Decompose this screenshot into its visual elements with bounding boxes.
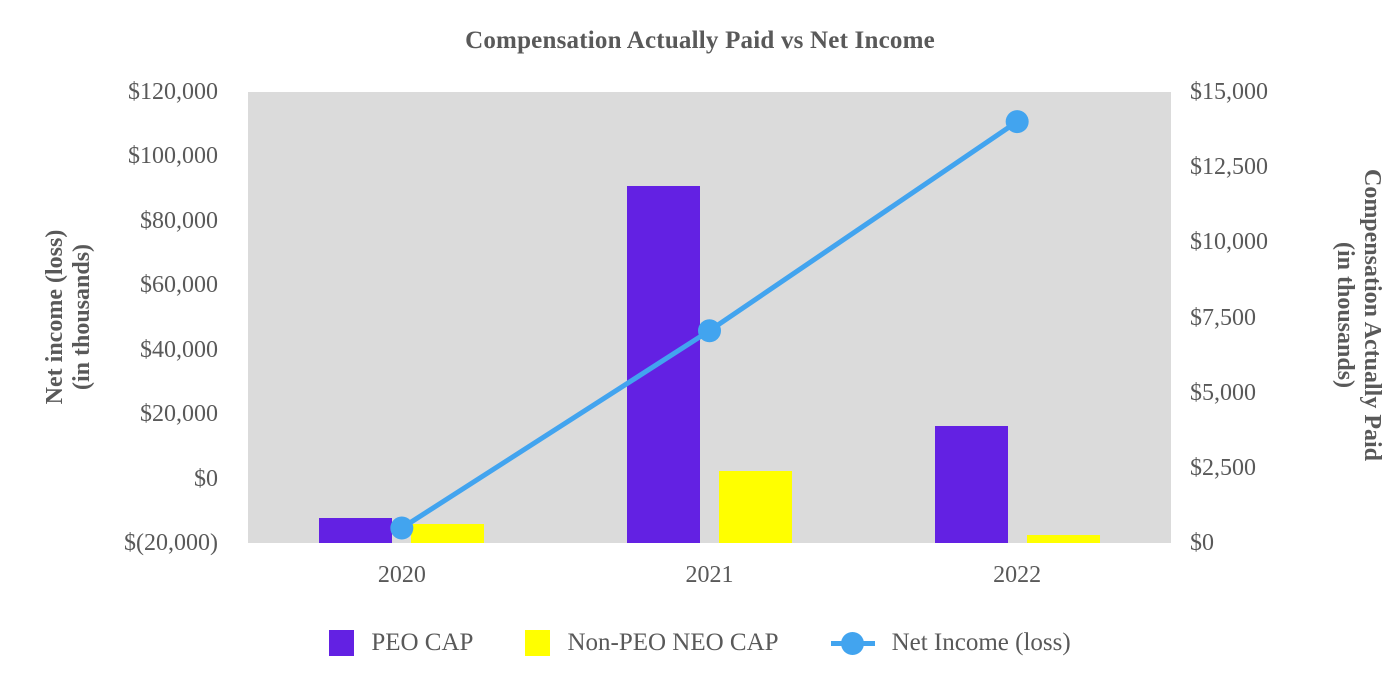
legend-label-non-peo-neo-cap: Non-PEO NEO CAP [567, 629, 779, 656]
bar-peo-cap-2022 [934, 425, 1008, 543]
legend-swatch-peo-cap [329, 630, 355, 656]
bar-non-peo-neo-cap-2022 [1026, 535, 1100, 543]
x-axis-label-2022: 2022 [993, 562, 1042, 588]
left-axis-tick-label: $80,000 [140, 207, 218, 234]
legend-item-peo-cap: PEO CAP [329, 628, 473, 658]
bar-peo-cap-2021 [627, 185, 700, 543]
left-axis-title-line2: (in thousands) [69, 243, 95, 391]
right-axis-tick-label: $12,500 [1190, 154, 1268, 181]
legend-swatch-non-peo-neo-cap [525, 630, 551, 656]
right-axis-tick-label: $2,500 [1190, 454, 1256, 481]
legend-item-non-peo-neo-cap: Non-PEO NEO CAP [525, 628, 779, 658]
left-axis-title-line1: Net income (loss) [42, 229, 68, 405]
line-point-2020 [390, 516, 414, 540]
legend-label-net-income: Net Income (loss) [891, 629, 1071, 656]
right-axis-tick-label: $5,000 [1190, 379, 1256, 406]
legend-line-marker [830, 631, 875, 655]
right-axis-tick-label: $10,000 [1190, 229, 1268, 256]
left-axis-tick-label: $0 [194, 465, 218, 492]
bar-non-peo-neo-cap-2020 [411, 524, 485, 543]
legend-item-net-income: Net Income (loss) [830, 628, 1071, 658]
legend-label-peo-cap: PEO CAP [371, 629, 474, 656]
plot-area [248, 92, 1171, 543]
net-income-line-layer [390, 110, 1029, 540]
right-axis-title-line2: (in thousands) [1332, 241, 1358, 389]
left-axis-tick-label: $100,000 [128, 143, 218, 170]
left-axis-tick-label: $60,000 [140, 272, 218, 299]
left-axis-tick-label: $120,000 [128, 79, 218, 105]
legend-dot-icon [840, 631, 864, 655]
left-axis-tick-label: $(20,000) [124, 530, 218, 556]
x-axis-label-2020: 2020 [377, 562, 426, 588]
line-point-2022 [1005, 110, 1029, 134]
line-point-2021 [698, 319, 721, 343]
left-axis-title: Net income (loss) (in thousands) [42, 157, 98, 477]
left-axis-tick-label: $20,000 [140, 401, 218, 428]
bar-non-peo-neo-cap-2021 [719, 471, 792, 543]
right-axis-title: Compensation Actually Paid (in thousands… [1329, 125, 1385, 505]
right-axis-title-line1: Compensation Actually Paid [1359, 168, 1385, 462]
chart-title: Compensation Actually Paid vs Net Income [465, 27, 935, 54]
left-axis-tick-label: $40,000 [140, 336, 218, 363]
legend: PEO CAP Non-PEO NEO CAP Net Income (loss… [0, 626, 1400, 660]
bar-peo-cap-2020 [319, 518, 393, 543]
right-axis-tick-label: $15,000 [1190, 79, 1268, 105]
x-axis-label-2021: 2021 [685, 562, 734, 588]
right-axis-tick-label: $7,500 [1190, 304, 1256, 331]
right-axis-tick-label: $0 [1190, 530, 1214, 556]
